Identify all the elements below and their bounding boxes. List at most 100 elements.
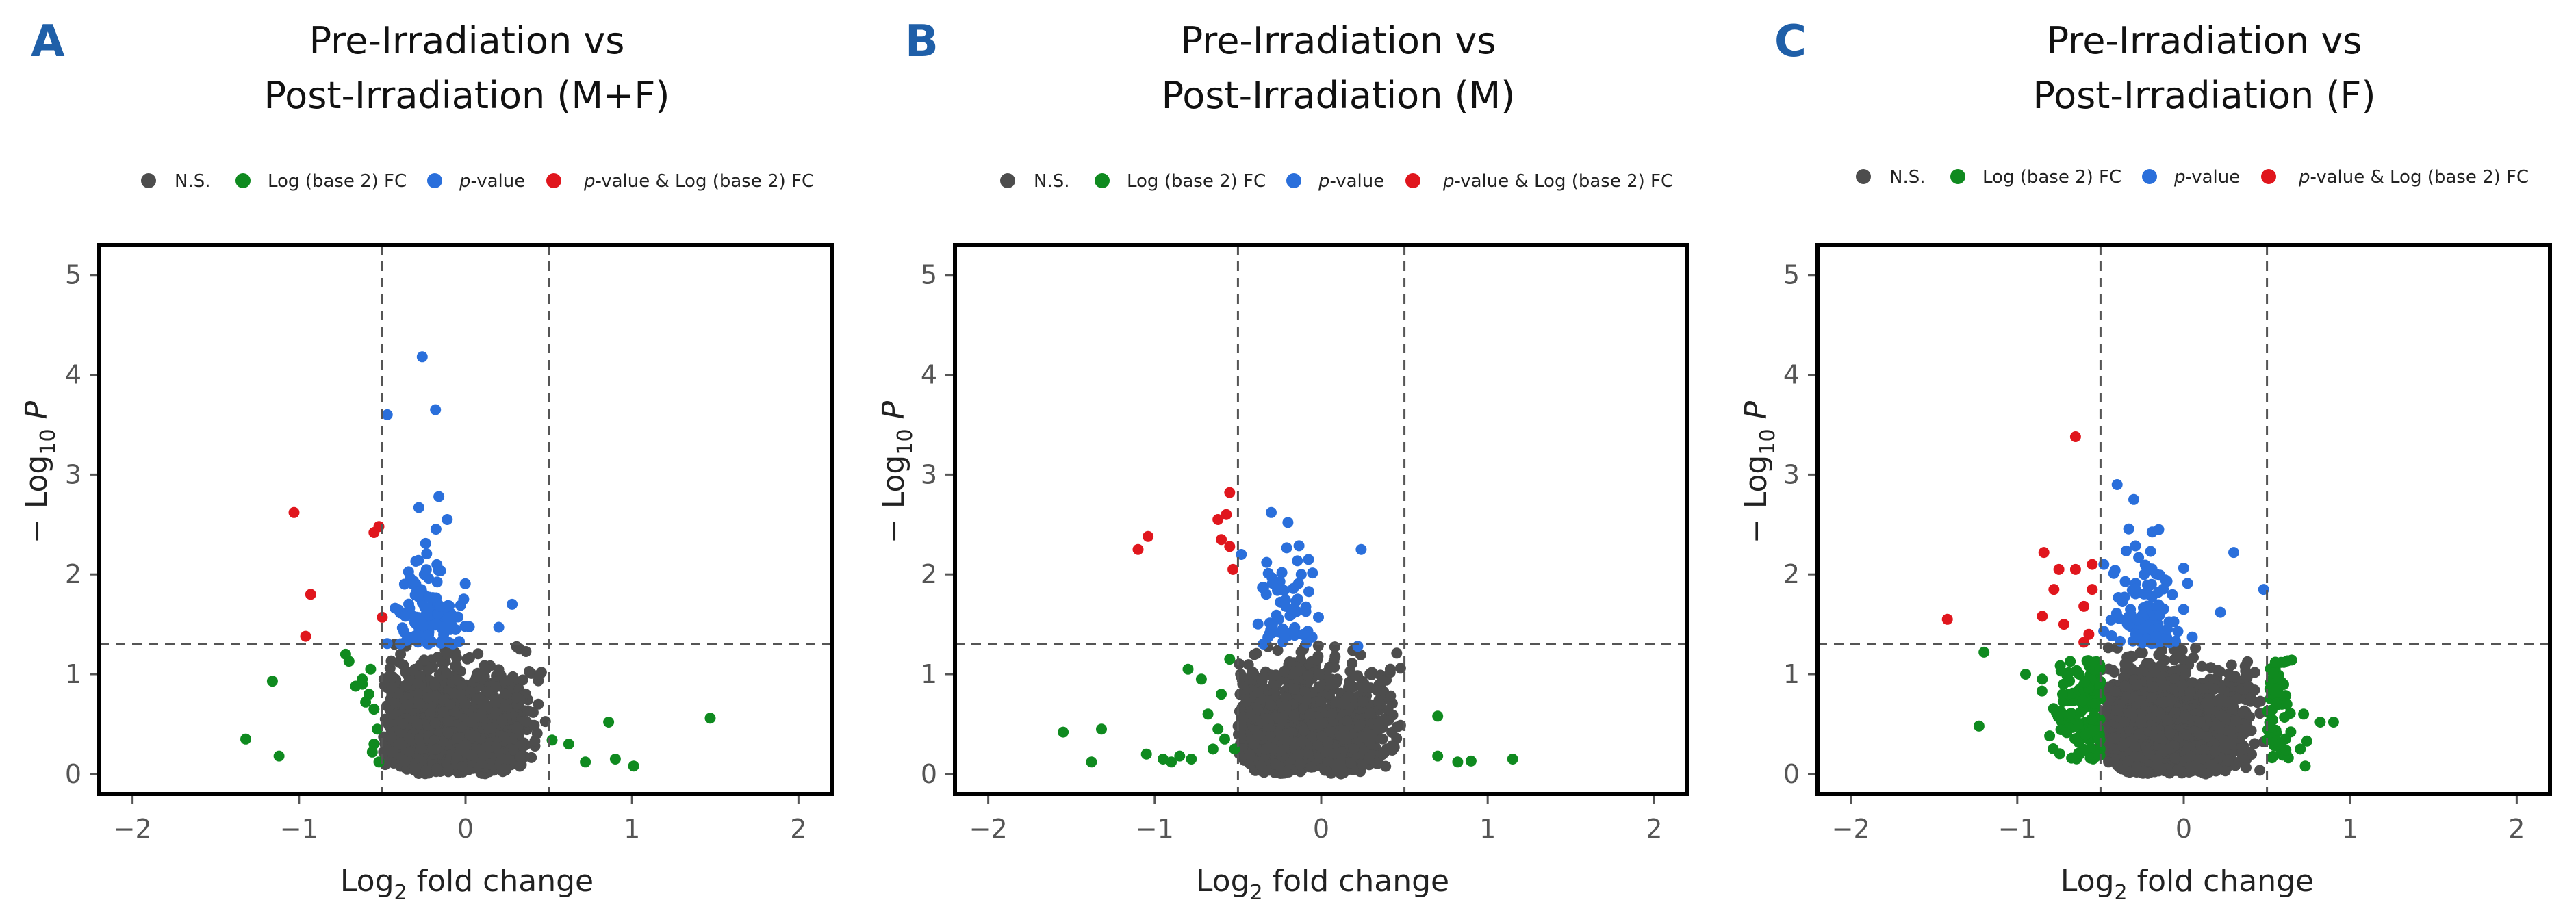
point-ns [1391,647,1403,659]
legend-fc-label: Log (base 2) FC [1127,171,1266,192]
point-ns [493,664,505,676]
point-ns [456,721,468,733]
point-both [305,589,316,600]
point-ns [482,686,493,697]
point-ns [1338,725,1350,736]
point-fc [368,704,380,715]
point-ns [1305,761,1317,773]
point-ns [1334,762,1344,773]
point-p [420,564,432,576]
x-tick-label: 2 [790,814,806,844]
point-ns [1234,689,1246,700]
point-fc [603,717,615,728]
point-ns [400,680,412,691]
legend-p-marker [1286,173,1301,188]
point-ns [1386,727,1398,738]
point-fc [580,756,591,768]
point-ns [1366,667,1378,678]
point-ns [451,752,463,763]
point-ns [470,730,481,742]
point-ns [1360,682,1371,693]
point-ns [1348,743,1360,755]
point-ns [489,697,501,708]
point-ns [1255,760,1267,771]
panel-a-y-axis-label: − Log10 P [19,400,60,543]
point-fc [273,750,285,762]
point-ns [1247,666,1258,678]
point-ns [466,749,476,761]
legend-both-label: p-value & Log (base 2) FC [1442,171,1673,192]
point-ns [1265,700,1277,711]
legend-ns-label: N.S. [1034,171,1069,192]
panel-letter-a: A [31,16,65,67]
point-ns [1256,676,1268,687]
panel-b: B Pre-Irradiation vs Post-Irradiation (M… [876,16,1689,905]
panel-b-title-line1: Pre-Irradiation vs [1181,19,1496,62]
point-ns [1342,691,1354,702]
point-ns [507,744,519,756]
x-tick-label: −2 [114,814,152,844]
point-ns [1344,676,1355,688]
point-ns [403,699,414,710]
point-ns [441,667,452,679]
legend-ns-marker [141,173,156,188]
point-p [420,537,431,549]
point-ns [522,705,534,717]
point-p [430,524,442,535]
point-ns [1288,683,1300,695]
point-ns [1373,717,1384,729]
point-ns [471,693,483,705]
point-ns [1270,669,1281,681]
point-ns [1379,747,1390,758]
point-ns [470,712,481,723]
point-ns [1329,651,1341,663]
point-ns [1313,668,1325,680]
point-ns [461,653,473,665]
point-fc [266,676,278,687]
point-ns [1312,640,1324,652]
y-tick-label: 3 [921,459,937,489]
legend-p-label: p-value [459,171,525,192]
point-ns [1314,681,1325,693]
legend-p-marker [427,173,442,188]
point-ns [378,746,390,758]
point-p [507,598,518,610]
point-ns [1312,654,1323,666]
panel-a: A Pre-Irradiation vs Post-Irradiation (M… [19,16,834,905]
legend-p-label: p-value [1318,171,1384,192]
point-ns [385,655,397,667]
point-p [463,621,475,632]
point-both [288,506,300,518]
point-both [300,630,311,642]
point-ns [524,666,535,677]
point-ns [496,715,508,726]
y-tick-label: 0 [921,759,937,789]
point-ns [415,743,426,754]
legend-ns-label: N.S. [175,171,210,192]
panel-a-x-axis-label: Log2 fold change [340,864,594,905]
point-p [436,621,448,633]
point-p [400,611,411,622]
point-ns [1347,658,1358,669]
point-p [433,491,445,502]
point-ns [397,718,409,730]
x-tick-label: −1 [1136,814,1174,844]
point-ns [394,739,405,750]
point-ns [520,646,532,657]
legend-ns-marker [1000,173,1015,188]
legend-fc-marker [235,173,251,188]
y-tick-label: 2 [65,559,81,589]
panel-a-title-line1: Pre-Irradiation vs [309,19,625,62]
point-ns [399,756,411,767]
point-p [430,404,442,415]
point-ns [520,716,532,728]
point-fc [343,656,355,667]
legend-both-label: p-value & Log (base 2) FC [583,171,814,192]
x-tick-label: −2 [969,814,1008,844]
point-ns [459,699,471,710]
point-ns [1234,658,1245,670]
point-fc [609,754,621,765]
x-tick-label: 1 [1479,814,1496,844]
y-tick-label: 4 [921,360,937,390]
point-p [493,621,505,633]
